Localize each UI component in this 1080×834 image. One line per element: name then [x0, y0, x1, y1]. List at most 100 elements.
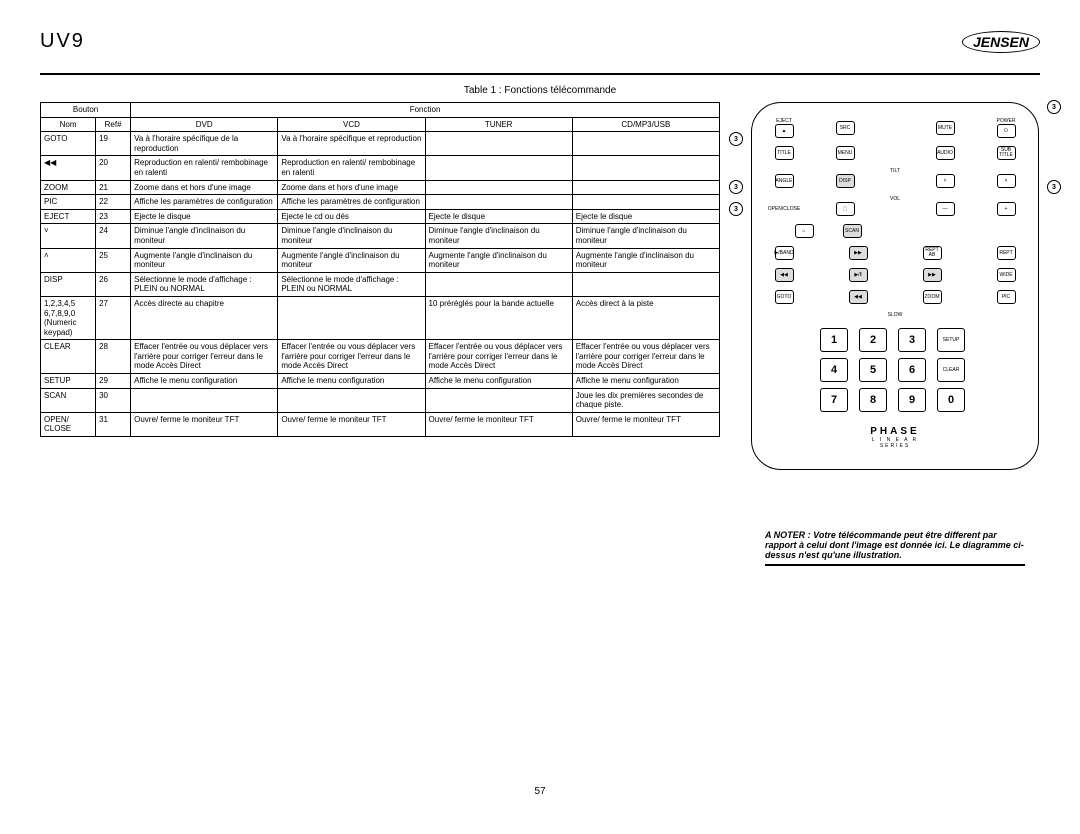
page-header: UV9 JENSEN: [40, 30, 1040, 53]
btn-2[interactable]: 2: [859, 328, 887, 352]
btn-pic[interactable]: PIC: [997, 290, 1016, 304]
btn-clear[interactable]: CLEAR: [937, 358, 965, 382]
cell-dvd: Affiche le menu configuration: [131, 374, 278, 389]
cell-nom: SETUP: [41, 374, 96, 389]
cell-tun: Effacer l'entrée ou vous déplacer vers l…: [425, 340, 572, 374]
btn-ff1[interactable]: ▶▶: [849, 246, 868, 260]
cell-ref: 20: [96, 156, 131, 180]
btn-0[interactable]: 0: [937, 388, 965, 412]
cell-nom: GOTO: [41, 132, 96, 156]
table-row: DISP26Sélectionne le mode d'affichage : …: [41, 272, 720, 296]
cell-cd: Affiche le menu configuration: [572, 374, 719, 389]
cell-vcd: Va à l'horaire spécifique et reproductio…: [278, 132, 425, 156]
btn-8[interactable]: 8: [859, 388, 887, 412]
th-nom: Nom: [41, 117, 96, 132]
btn-9[interactable]: 9: [898, 388, 926, 412]
btn-wide[interactable]: WIDE: [997, 268, 1016, 282]
btn-eject[interactable]: ▲: [775, 124, 794, 138]
cell-cd: Accès direct à la piste: [572, 296, 719, 339]
cell-ref: 26: [96, 272, 131, 296]
cell-tun: [425, 156, 572, 180]
cell-vcd: Augmente l'angle d'inclinaison du monite…: [278, 248, 425, 272]
btn-home[interactable]: ⌂: [795, 224, 814, 238]
btn-rept[interactable]: REPT: [997, 246, 1016, 260]
cell-vcd: Reproduction en ralenti/ rembobinage en …: [278, 156, 425, 180]
btn-tilt-down[interactable]: ˅: [936, 174, 955, 188]
btn-playpause[interactable]: ▶/‖: [849, 268, 868, 282]
btn-rept-ab[interactable]: REPT AB: [923, 246, 942, 260]
cell-vcd: Affiche le menu configuration: [278, 374, 425, 389]
cell-ref: 27: [96, 296, 131, 339]
th-tuner: TUNER: [425, 117, 572, 132]
table-row: EJECT23Ejecte le disqueEjecte le cd ou d…: [41, 209, 720, 224]
cell-cd: Effacer l'entrée ou vous déplacer vers l…: [572, 340, 719, 374]
btn-goto[interactable]: GOTO: [775, 290, 794, 304]
btn-setup[interactable]: SETUP: [937, 328, 965, 352]
btn-src[interactable]: SRC: [836, 121, 855, 135]
ref-3a: 3: [1047, 100, 1061, 114]
cell-dvd: Sélectionne le mode d'affichage : PLEIN …: [131, 272, 278, 296]
cell-nom: OPEN/ CLOSE: [41, 412, 96, 436]
btn-vol-up[interactable]: +: [997, 202, 1016, 216]
btn-angle[interactable]: ANGLE: [775, 174, 794, 188]
cell-tun: Ejecte le disque: [425, 209, 572, 224]
btn-slow-rew[interactable]: ◀◀: [849, 290, 868, 304]
cell-ref: 19: [96, 132, 131, 156]
btn-audio[interactable]: AUDIO: [936, 146, 955, 160]
btn-disp[interactable]: DISP: [836, 174, 855, 188]
btn-7[interactable]: 7: [820, 388, 848, 412]
numeric-keypad: 1 2 3 SETUP 4 5 6 CLEAR 7 8 9 0: [820, 328, 970, 412]
cell-cd: [572, 132, 719, 156]
remote-series: SERIES: [770, 443, 1020, 449]
cell-tun: [425, 195, 572, 210]
cell-ref: 22: [96, 195, 131, 210]
cell-ref: 25: [96, 248, 131, 272]
cell-tun: Affiche le menu configuration: [425, 374, 572, 389]
cell-dvd: [131, 388, 278, 412]
cell-vcd: Ejecte le cd ou dés: [278, 209, 425, 224]
th-vcd: VCD: [278, 117, 425, 132]
table-row: ˄25 Augmente l'angle d'inclinaison du mon…: [41, 248, 720, 272]
ref-3e: 3: [729, 202, 743, 216]
cell-tun: Ouvre/ ferme le moniteur TFT: [425, 412, 572, 436]
btn-mute[interactable]: MUTE: [936, 121, 955, 135]
table-caption: Table 1 : Fonctions télécommande: [40, 85, 1040, 96]
btn-5[interactable]: 5: [859, 358, 887, 382]
th-cd: CD/MP3/USB: [572, 117, 719, 132]
btn-1[interactable]: 1: [820, 328, 848, 352]
btn-band[interactable]: ▶/BAND: [775, 246, 794, 260]
note-text: A NOTER : Votre télécommande peut être d…: [765, 530, 1025, 560]
th-bouton: Bouton: [41, 103, 131, 118]
btn-rew[interactable]: ◀◀: [775, 268, 794, 282]
ref-3b: 3: [729, 132, 743, 146]
cell-dvd: Accès directe au chapitre: [131, 296, 278, 339]
cell-tun: [425, 132, 572, 156]
note-divider: [765, 564, 1025, 566]
cell-ref: 29: [96, 374, 131, 389]
btn-ff2[interactable]: ▶▶: [923, 268, 942, 282]
btn-scan[interactable]: SCAN: [843, 224, 862, 238]
cell-cd: [572, 195, 719, 210]
cell-cd: Diminue l'angle d'inclinaison du moniteu…: [572, 224, 719, 248]
btn-title[interactable]: TITLE: [775, 146, 794, 160]
cell-dvd: Ouvre/ ferme le moniteur TFT: [131, 412, 278, 436]
btn-subtitle[interactable]: SUB TITLE: [997, 146, 1016, 160]
btn-zoom[interactable]: ZOOM: [923, 290, 942, 304]
btn-3[interactable]: 3: [898, 328, 926, 352]
btn-openclose[interactable]: ⬚: [836, 202, 855, 216]
table-row: SETUP29Affiche le menu configurationAffi…: [41, 374, 720, 389]
cell-tun: Diminue l'angle d'inclinaison du moniteu…: [425, 224, 572, 248]
btn-6[interactable]: 6: [898, 358, 926, 382]
remote-diagram: EJECT▲ SRC MUTE POWER⏻ TITLE MENU AUDIO …: [751, 102, 1039, 470]
btn-tilt-up[interactable]: ˄: [997, 174, 1016, 188]
cell-vcd: [278, 388, 425, 412]
btn-vol-down[interactable]: —: [936, 202, 955, 216]
header-divider: [40, 73, 1040, 75]
btn-menu[interactable]: MENU: [836, 146, 855, 160]
cell-nom: ˄: [41, 248, 96, 272]
cell-nom: DISP: [41, 272, 96, 296]
btn-4[interactable]: 4: [820, 358, 848, 382]
btn-power[interactable]: ⏻: [997, 124, 1016, 138]
brand-logo: JENSEN: [962, 31, 1040, 53]
cell-dvd: Ejecte le disque: [131, 209, 278, 224]
